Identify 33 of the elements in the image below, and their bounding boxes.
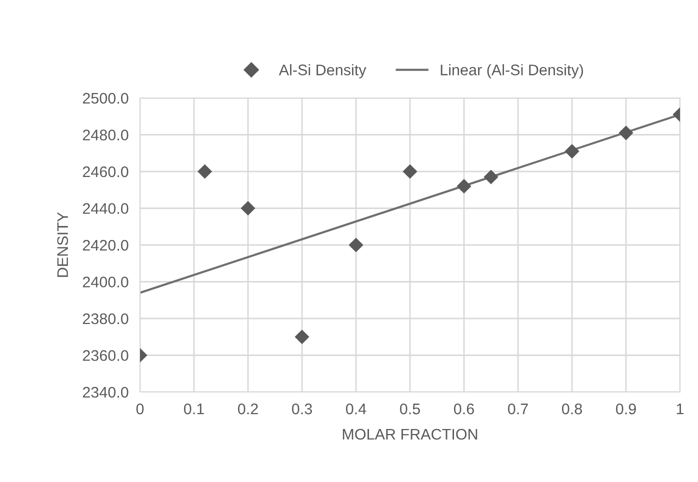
point bbox=[564, 144, 580, 159]
point bbox=[484, 170, 498, 184]
y-tick-label: 2360.0 bbox=[82, 350, 128, 361]
x-tick-label: 0.1 bbox=[184, 404, 204, 414]
x-tick-label: 0 bbox=[136, 404, 144, 414]
y-axis-title: DENSITY bbox=[57, 212, 68, 277]
y-tick-label: 2460.0 bbox=[82, 166, 128, 178]
y-tick-label: 2400.0 bbox=[82, 276, 128, 288]
x-tick-label: 1 bbox=[676, 404, 684, 414]
x-tick-label: 0.4 bbox=[346, 404, 366, 414]
point bbox=[618, 126, 634, 140]
point bbox=[348, 238, 364, 252]
point bbox=[456, 178, 472, 194]
x-tick-label: 0.6 bbox=[454, 404, 474, 414]
y-tick-label: 2480.0 bbox=[82, 130, 128, 140]
point bbox=[294, 330, 310, 344]
y-tick-label: 2340.0 bbox=[82, 386, 128, 398]
y-tick-label: 2380.0 bbox=[82, 313, 128, 324]
legend-label: Al-Si Density bbox=[278, 64, 366, 78]
x-tick-label: 0.7 bbox=[508, 404, 528, 414]
y-tick-label: 2500.0 bbox=[82, 92, 128, 104]
point bbox=[240, 200, 256, 216]
x-tick-label: 0.5 bbox=[400, 404, 420, 414]
x-tick-label: 0.2 bbox=[238, 404, 258, 414]
y-tick-label: 2440.0 bbox=[82, 203, 128, 214]
x-tick-label: 0.3 bbox=[292, 404, 312, 414]
x-axis-title: MOLAR FRACTION bbox=[342, 428, 478, 440]
point bbox=[402, 164, 418, 179]
y-tick-label: 2420.0 bbox=[82, 240, 128, 251]
legend-label: Linear (Al-Si Density) bbox=[440, 64, 583, 78]
x-tick-label: 0.9 bbox=[616, 404, 636, 414]
point bbox=[198, 164, 212, 179]
x-tick-label: 0.8 bbox=[562, 404, 582, 414]
